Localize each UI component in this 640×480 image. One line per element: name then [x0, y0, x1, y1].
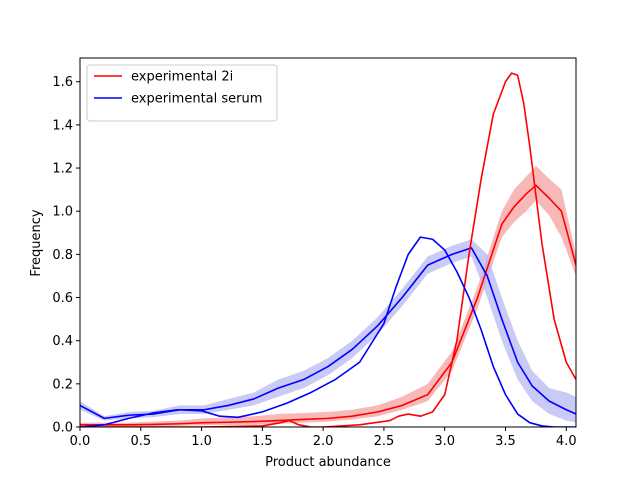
y-tick-label: 1.6: [52, 75, 73, 90]
x-axis-label: Product abundance: [265, 455, 391, 470]
y-tick-label: 0.6: [52, 291, 73, 306]
axes-frame: [79, 57, 577, 428]
series-line-0: [80, 184, 576, 426]
y-tick-label: 0.8: [52, 248, 73, 263]
legend: experimental 2i experimental serum: [86, 64, 278, 122]
x-tick-label: 3.0: [434, 434, 455, 449]
y-tick-label: 1.4: [52, 118, 73, 133]
y-tick-label: 0.4: [52, 334, 73, 349]
y-tick-label: 1.2: [52, 162, 73, 177]
legend-label-0: experimental 2i: [131, 70, 233, 85]
x-tick-label: 2.0: [313, 434, 334, 449]
axes: 0.0 0.5 1.0 1.5 2.0 2.5 3.0 3.5 4.0 0.0 0.2 0.4 0.6 0…: [52, 57, 577, 449]
x-tick-label: 4.0: [556, 434, 577, 449]
legend-box: [86, 64, 278, 122]
series-line-3: [80, 236, 576, 427]
x-tick-label: 0.5: [130, 434, 151, 449]
y-tick-label: 1.0: [52, 205, 73, 220]
plot-series-group: [80, 72, 576, 427]
x-tick-label: 1.0: [191, 434, 212, 449]
x-tick-label: 3.5: [495, 434, 516, 449]
x-tick-label: 2.5: [374, 434, 395, 449]
x-tick-label: 0.0: [70, 434, 91, 449]
y-axis-label: Frequency: [29, 209, 44, 276]
y-tick-label: 0.2: [52, 377, 73, 392]
legend-label-1: experimental serum: [131, 92, 262, 107]
series-line-2: [80, 72, 576, 427]
plot-area: [80, 72, 576, 427]
x-tick-label: 1.5: [252, 434, 273, 449]
y-tick-label: 0.0: [52, 421, 73, 436]
